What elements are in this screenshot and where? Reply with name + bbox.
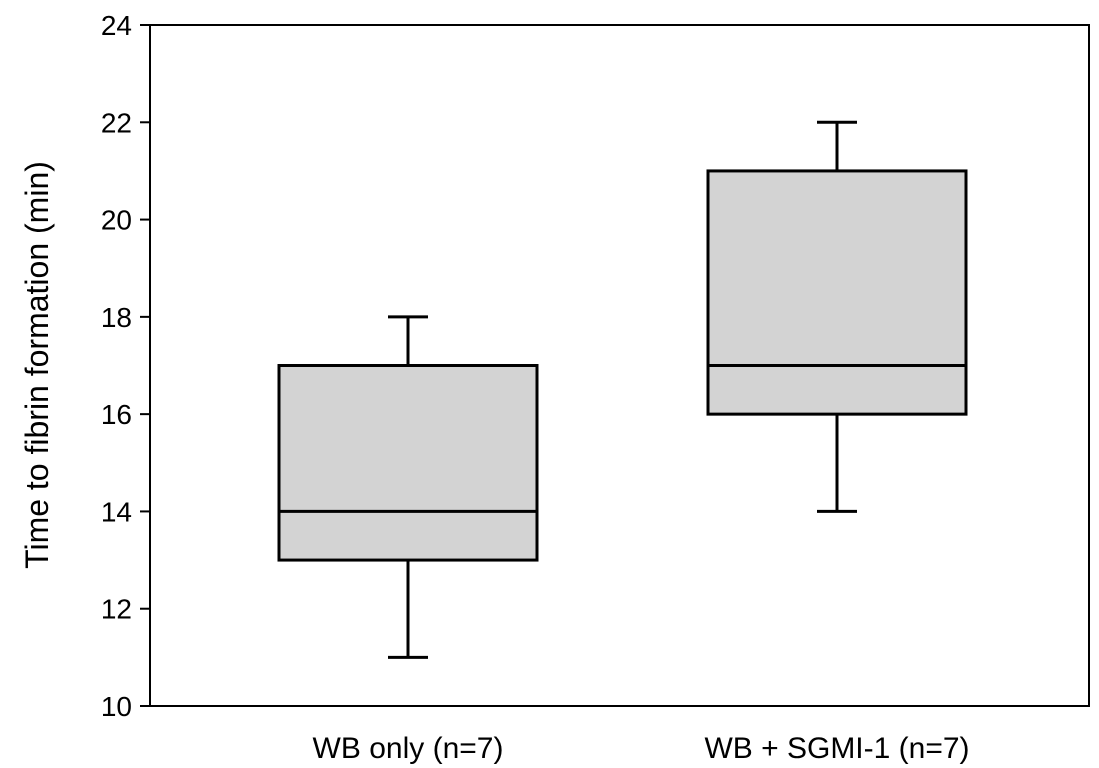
y-axis-title: Time to fibrin formation (min) xyxy=(19,161,55,569)
box-1 xyxy=(277,315,539,659)
boxes-layer xyxy=(277,120,968,659)
x-category-label: WB + SGMI-1 (n=7) xyxy=(704,732,969,765)
y-tick-label: 18 xyxy=(101,302,132,333)
y-tick-label: 10 xyxy=(101,691,132,722)
iqr-box xyxy=(706,169,968,416)
y-tick-label: 20 xyxy=(101,205,132,236)
box-2 xyxy=(706,120,968,513)
y-tick-label: 16 xyxy=(101,399,132,430)
x-category-label: WB only (n=7) xyxy=(313,732,504,765)
y-axis: 10 12 14 16 18 20 22 24 xyxy=(101,10,150,722)
iqr-box xyxy=(277,364,539,562)
y-tick-label: 24 xyxy=(101,10,132,41)
y-tick-label: 14 xyxy=(101,496,132,527)
y-tick-label: 12 xyxy=(101,594,132,625)
x-axis: WB only (n=7) WB + SGMI-1 (n=7) xyxy=(313,732,970,765)
plot-frame xyxy=(149,24,1090,707)
y-tick-label: 22 xyxy=(101,107,132,138)
